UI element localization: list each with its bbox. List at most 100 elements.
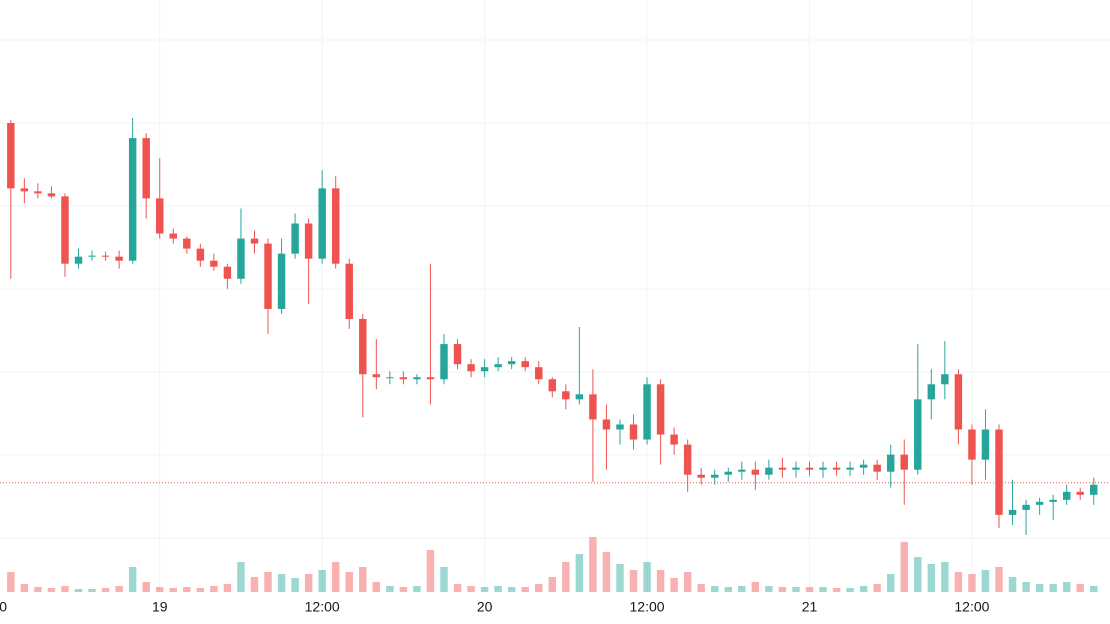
candle	[20, 178, 29, 204]
volume-bar	[372, 582, 381, 592]
candle-body	[643, 384, 651, 440]
volume-bar	[1076, 584, 1084, 592]
volume-bar	[507, 587, 516, 592]
candle-body	[413, 377, 421, 380]
volume-bar	[101, 588, 110, 592]
candle	[386, 371, 394, 385]
volume-bar	[318, 570, 326, 592]
volume-bar	[575, 554, 584, 592]
candle	[304, 218, 313, 304]
volume-bar	[304, 574, 313, 592]
candle	[467, 359, 475, 378]
candle	[927, 369, 936, 420]
candle	[1022, 499, 1030, 535]
volume-bar	[981, 570, 990, 592]
candle	[589, 369, 597, 482]
x-tick-label: 21	[802, 599, 818, 615]
volume-bar	[480, 587, 489, 592]
volume-bar	[521, 587, 529, 592]
volume-bar	[345, 572, 353, 592]
candle	[1062, 484, 1071, 505]
volume-bar	[629, 570, 638, 592]
candle	[562, 384, 570, 410]
volume-bar	[413, 586, 421, 592]
candle-body	[250, 238, 259, 244]
candle-body	[846, 467, 854, 470]
volume-bar	[61, 586, 69, 592]
volume-bar	[264, 572, 272, 592]
candle	[291, 213, 299, 259]
volume-bar	[995, 567, 1003, 592]
candle-body	[196, 248, 205, 261]
candle	[169, 228, 177, 244]
candle-body	[941, 374, 949, 385]
candle-body	[237, 238, 245, 279]
volume-bar	[453, 584, 462, 592]
candle-body	[101, 255, 110, 257]
candle	[697, 467, 705, 485]
candle-body	[670, 434, 678, 445]
volume-bar	[873, 584, 881, 592]
candle-body	[548, 379, 557, 392]
candle	[778, 457, 787, 478]
candle	[494, 357, 502, 372]
volume-bar	[1062, 582, 1071, 592]
candle	[792, 461, 800, 478]
candle-body	[886, 454, 895, 472]
candle-body	[426, 377, 435, 380]
candle	[819, 461, 827, 478]
candle	[886, 444, 895, 488]
volume-bar	[711, 586, 719, 592]
volume-bar	[115, 586, 123, 592]
candle-body	[34, 191, 42, 194]
candle	[7, 120, 15, 279]
volume-bar	[914, 557, 922, 592]
candle-body	[927, 384, 936, 400]
candle	[88, 250, 96, 261]
candle	[183, 236, 191, 254]
volume-bar	[494, 586, 502, 592]
volume-bar	[156, 587, 164, 592]
volume-bar	[7, 572, 15, 592]
volume-bar	[426, 550, 435, 592]
candle	[223, 263, 232, 289]
candle	[453, 339, 462, 370]
candle-body	[765, 467, 773, 475]
volume-bar	[886, 574, 895, 592]
x-tick-label: 12:00	[305, 599, 340, 615]
candle-body	[183, 238, 191, 249]
candle	[128, 118, 137, 264]
candle	[656, 379, 665, 465]
candle-body	[467, 364, 475, 372]
candle-body	[751, 469, 760, 475]
x-tick-label: 12:00	[630, 599, 665, 615]
volume-bar	[183, 587, 191, 592]
volume-bar	[359, 567, 367, 592]
candle	[535, 361, 543, 385]
candle	[873, 459, 881, 480]
volume-bar	[1035, 584, 1044, 592]
candle-body	[453, 344, 462, 365]
candle-body	[1090, 484, 1098, 495]
volume-bar	[88, 589, 96, 592]
candle-body	[873, 464, 881, 472]
volume-bar	[643, 562, 651, 592]
volume-bar	[1090, 586, 1098, 592]
volume-bar	[778, 587, 787, 592]
volume-bar	[832, 588, 841, 592]
candle	[954, 369, 963, 445]
candle	[1076, 487, 1084, 500]
candle-body	[359, 318, 367, 375]
volume-bar	[237, 562, 245, 592]
candle-body	[724, 471, 732, 475]
candle	[1035, 497, 1044, 515]
candle	[74, 248, 83, 269]
candle-body	[1035, 501, 1044, 505]
candle	[981, 409, 990, 480]
candle	[237, 208, 245, 284]
x-tick-label: 12:00	[954, 599, 989, 615]
volume-bar	[819, 587, 827, 592]
candle	[480, 359, 489, 378]
candle-body	[778, 467, 787, 470]
